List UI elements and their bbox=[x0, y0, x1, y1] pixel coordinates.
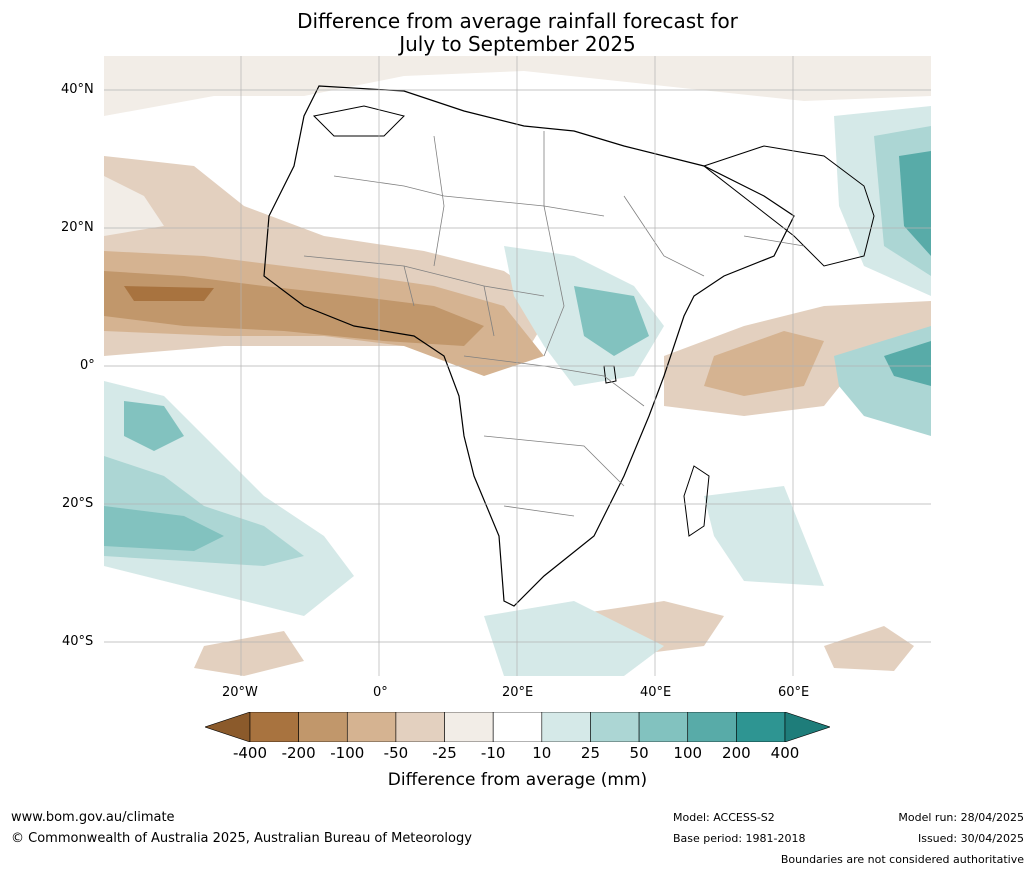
legend-tick-label: 25 bbox=[580, 744, 600, 762]
lat-tick-20s: 20°S bbox=[62, 496, 94, 511]
title-line-1: Difference from average rainfall forecas… bbox=[297, 9, 738, 33]
legend-tick-label: 100 bbox=[673, 744, 703, 762]
legend-tick-label: 10 bbox=[532, 744, 552, 762]
legend-bin bbox=[590, 712, 640, 742]
legend-title: Difference from average (mm) bbox=[387, 770, 648, 790]
title-line-2: July to September 2025 bbox=[399, 32, 636, 56]
footer-website: www.bom.gov.au/climate bbox=[11, 810, 175, 825]
legend-bin bbox=[395, 712, 445, 742]
legend-tick-label: -200 bbox=[281, 744, 316, 762]
legend-tick-label: -25 bbox=[432, 744, 457, 762]
legend-bin bbox=[492, 712, 543, 742]
lon-tick-60e: 60°E bbox=[778, 685, 810, 700]
legend-tick-label: 50 bbox=[629, 744, 649, 762]
legend-bin bbox=[298, 712, 348, 742]
footer-model: Model: ACCESS-S2 bbox=[673, 811, 775, 824]
legend-bin bbox=[541, 712, 591, 742]
lon-tick-20e: 20°E bbox=[502, 685, 534, 700]
legend-tick-label: -10 bbox=[480, 744, 506, 762]
footer-issued: Issued: 30/04/2025 bbox=[917, 832, 1024, 845]
footer-copyright: © Commonwealth of Australia 2025, Austra… bbox=[11, 831, 472, 846]
legend-tick-label: 200 bbox=[722, 744, 751, 762]
legend-bin bbox=[444, 712, 494, 742]
lat-tick-40s: 40°S bbox=[62, 634, 94, 649]
legend-tick-label: -100 bbox=[330, 744, 365, 762]
legend-colorbar bbox=[205, 712, 830, 742]
map-title: Difference from average rainfall forecas… bbox=[0, 10, 1035, 56]
legend-bin bbox=[346, 712, 397, 742]
legend-tick-label: -400 bbox=[232, 744, 268, 762]
lon-tick-20w: 20°W bbox=[222, 685, 258, 700]
lon-tick-40e: 40°E bbox=[640, 685, 672, 700]
lon-tick-0: 0° bbox=[373, 685, 388, 700]
footer-disclaimer: Boundaries are not considered authoritat… bbox=[780, 853, 1024, 866]
rainfall-map bbox=[104, 56, 931, 676]
lat-tick-20n: 20°N bbox=[61, 220, 94, 235]
legend-tick-label: 400 bbox=[770, 744, 800, 762]
graticule bbox=[104, 56, 931, 676]
legend-bin bbox=[249, 712, 299, 742]
footer-model-run: Model run: 28/04/2025 bbox=[898, 811, 1024, 824]
legend-extend-low bbox=[205, 712, 251, 742]
legend-bin bbox=[687, 712, 737, 742]
lat-tick-40n: 40°N bbox=[61, 82, 94, 97]
legend-tick-label: -50 bbox=[383, 744, 409, 762]
legend-extend-high bbox=[784, 712, 830, 742]
footer-base-period: Base period: 1981-2018 bbox=[673, 832, 806, 845]
wet-anomaly-regions bbox=[104, 106, 931, 676]
map-svg bbox=[104, 56, 931, 676]
legend-bin bbox=[736, 712, 786, 742]
legend-bin bbox=[638, 712, 689, 742]
lat-tick-0: 0° bbox=[80, 358, 95, 373]
